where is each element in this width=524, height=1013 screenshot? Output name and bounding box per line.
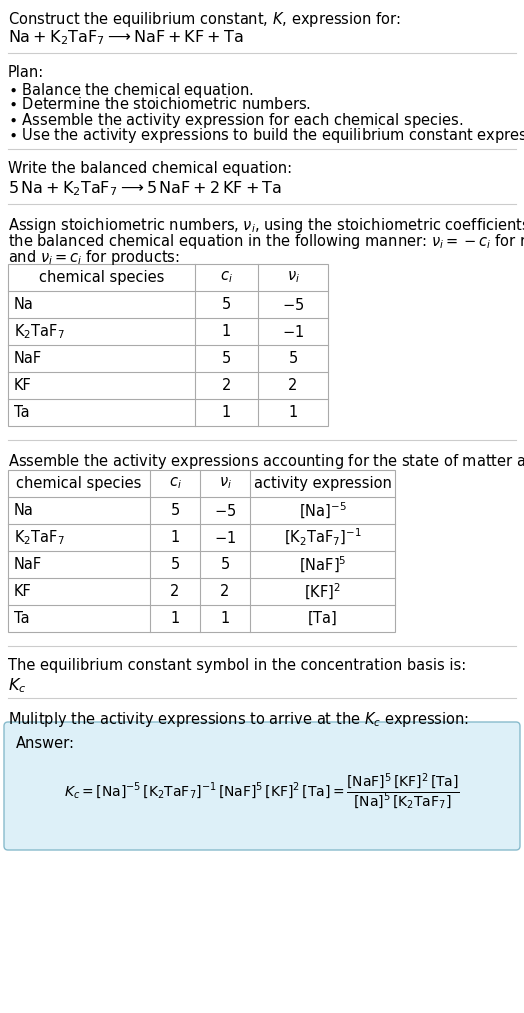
Text: $\nu_i$: $\nu_i$ [287, 269, 300, 286]
Text: chemical species: chemical species [16, 476, 141, 491]
Text: 5: 5 [221, 557, 230, 572]
Text: NaF: NaF [14, 557, 42, 572]
Text: $-1$: $-1$ [214, 530, 236, 545]
Bar [8, 264, 328, 426]
Text: 2: 2 [288, 378, 298, 393]
Bar [8, 470, 395, 632]
Text: $\bullet$ Use the activity expressions to build the equilibrium constant express: $\bullet$ Use the activity expressions t… [8, 126, 524, 145]
Text: $5\,\mathrm{Na} + \mathrm{K_2TaF_7} \longrightarrow 5\,\mathrm{NaF} + 2\,\mathrm: $5\,\mathrm{Na} + \mathrm{K_2TaF_7} \lon… [8, 179, 282, 198]
Text: Na: Na [14, 503, 34, 518]
Text: 1: 1 [288, 405, 298, 420]
Text: The equilibrium constant symbol in the concentration basis is:: The equilibrium constant symbol in the c… [8, 658, 466, 673]
Text: activity expression: activity expression [254, 476, 391, 491]
Text: $\mathrm{K_2TaF_7}$: $\mathrm{K_2TaF_7}$ [14, 528, 65, 547]
Text: $[\mathrm{Na}]^{-5}$: $[\mathrm{Na}]^{-5}$ [299, 500, 346, 521]
Text: 5: 5 [222, 350, 231, 366]
Text: 5: 5 [170, 557, 180, 572]
Text: 1: 1 [170, 530, 180, 545]
Text: 1: 1 [221, 611, 230, 626]
Text: Write the balanced chemical equation:: Write the balanced chemical equation: [8, 161, 292, 176]
Text: KF: KF [14, 378, 32, 393]
Text: 1: 1 [222, 405, 231, 420]
Text: $\mathrm{Na} + \mathrm{K_2TaF_7} \longrightarrow \mathrm{NaF} + \mathrm{KF} + \m: $\mathrm{Na} + \mathrm{K_2TaF_7} \longri… [8, 28, 244, 47]
Text: $[\mathrm{NaF}]^5$: $[\mathrm{NaF}]^5$ [299, 554, 346, 574]
Text: $\nu_i$: $\nu_i$ [219, 476, 232, 491]
Text: $[\mathrm{Ta}]$: $[\mathrm{Ta}]$ [308, 610, 337, 627]
Text: $-5$: $-5$ [214, 502, 236, 519]
Text: $\bullet$ Balance the chemical equation.: $\bullet$ Balance the chemical equation. [8, 81, 254, 100]
Text: 2: 2 [222, 378, 231, 393]
FancyBboxPatch shape [4, 722, 520, 850]
Text: Assign stoichiometric numbers, $\nu_i$, using the stoichiometric coefficients, $: Assign stoichiometric numbers, $\nu_i$, … [8, 216, 524, 235]
Text: $c_i$: $c_i$ [220, 269, 233, 286]
Text: $-1$: $-1$ [282, 323, 304, 339]
Text: Mulitply the activity expressions to arrive at the $K_c$ expression:: Mulitply the activity expressions to arr… [8, 710, 469, 729]
Text: and $\nu_i = c_i$ for products:: and $\nu_i = c_i$ for products: [8, 248, 180, 267]
Text: $[\mathrm{K_2TaF_7}]^{-1}$: $[\mathrm{K_2TaF_7}]^{-1}$ [283, 527, 362, 548]
Text: 1: 1 [170, 611, 180, 626]
Text: Assemble the activity expressions accounting for the state of matter and $\nu_i$: Assemble the activity expressions accoun… [8, 452, 524, 471]
Text: $-5$: $-5$ [282, 297, 304, 312]
Text: $\mathrm{K_2TaF_7}$: $\mathrm{K_2TaF_7}$ [14, 322, 65, 340]
Text: $c_i$: $c_i$ [169, 476, 181, 491]
Text: 5: 5 [222, 297, 231, 312]
Text: $\bullet$ Assemble the activity expression for each chemical species.: $\bullet$ Assemble the activity expressi… [8, 111, 463, 130]
Text: $\bullet$ Determine the stoichiometric numbers.: $\bullet$ Determine the stoichiometric n… [8, 96, 311, 112]
Text: 5: 5 [170, 503, 180, 518]
Text: $[\mathrm{KF}]^2$: $[\mathrm{KF}]^2$ [304, 581, 341, 602]
Text: the balanced chemical equation in the following manner: $\nu_i = -c_i$ for react: the balanced chemical equation in the fo… [8, 232, 524, 251]
Text: KF: KF [14, 585, 32, 599]
Text: $K_c$: $K_c$ [8, 676, 26, 695]
Text: 2: 2 [220, 585, 230, 599]
Text: Ta: Ta [14, 611, 30, 626]
Text: Ta: Ta [14, 405, 30, 420]
Text: 2: 2 [170, 585, 180, 599]
Text: $K_c = [\mathrm{Na}]^{-5}\,[\mathrm{K_2TaF_7}]^{-1}\,[\mathrm{NaF}]^5\,[\mathrm{: $K_c = [\mathrm{Na}]^{-5}\,[\mathrm{K_2T… [64, 772, 460, 812]
Text: Na: Na [14, 297, 34, 312]
Text: 5: 5 [288, 350, 298, 366]
Text: 1: 1 [222, 324, 231, 339]
Text: chemical species: chemical species [39, 270, 164, 285]
Text: Plan:: Plan: [8, 65, 44, 80]
Text: Answer:: Answer: [16, 736, 75, 751]
Text: Construct the equilibrium constant, $K$, expression for:: Construct the equilibrium constant, $K$,… [8, 10, 401, 29]
Text: NaF: NaF [14, 350, 42, 366]
